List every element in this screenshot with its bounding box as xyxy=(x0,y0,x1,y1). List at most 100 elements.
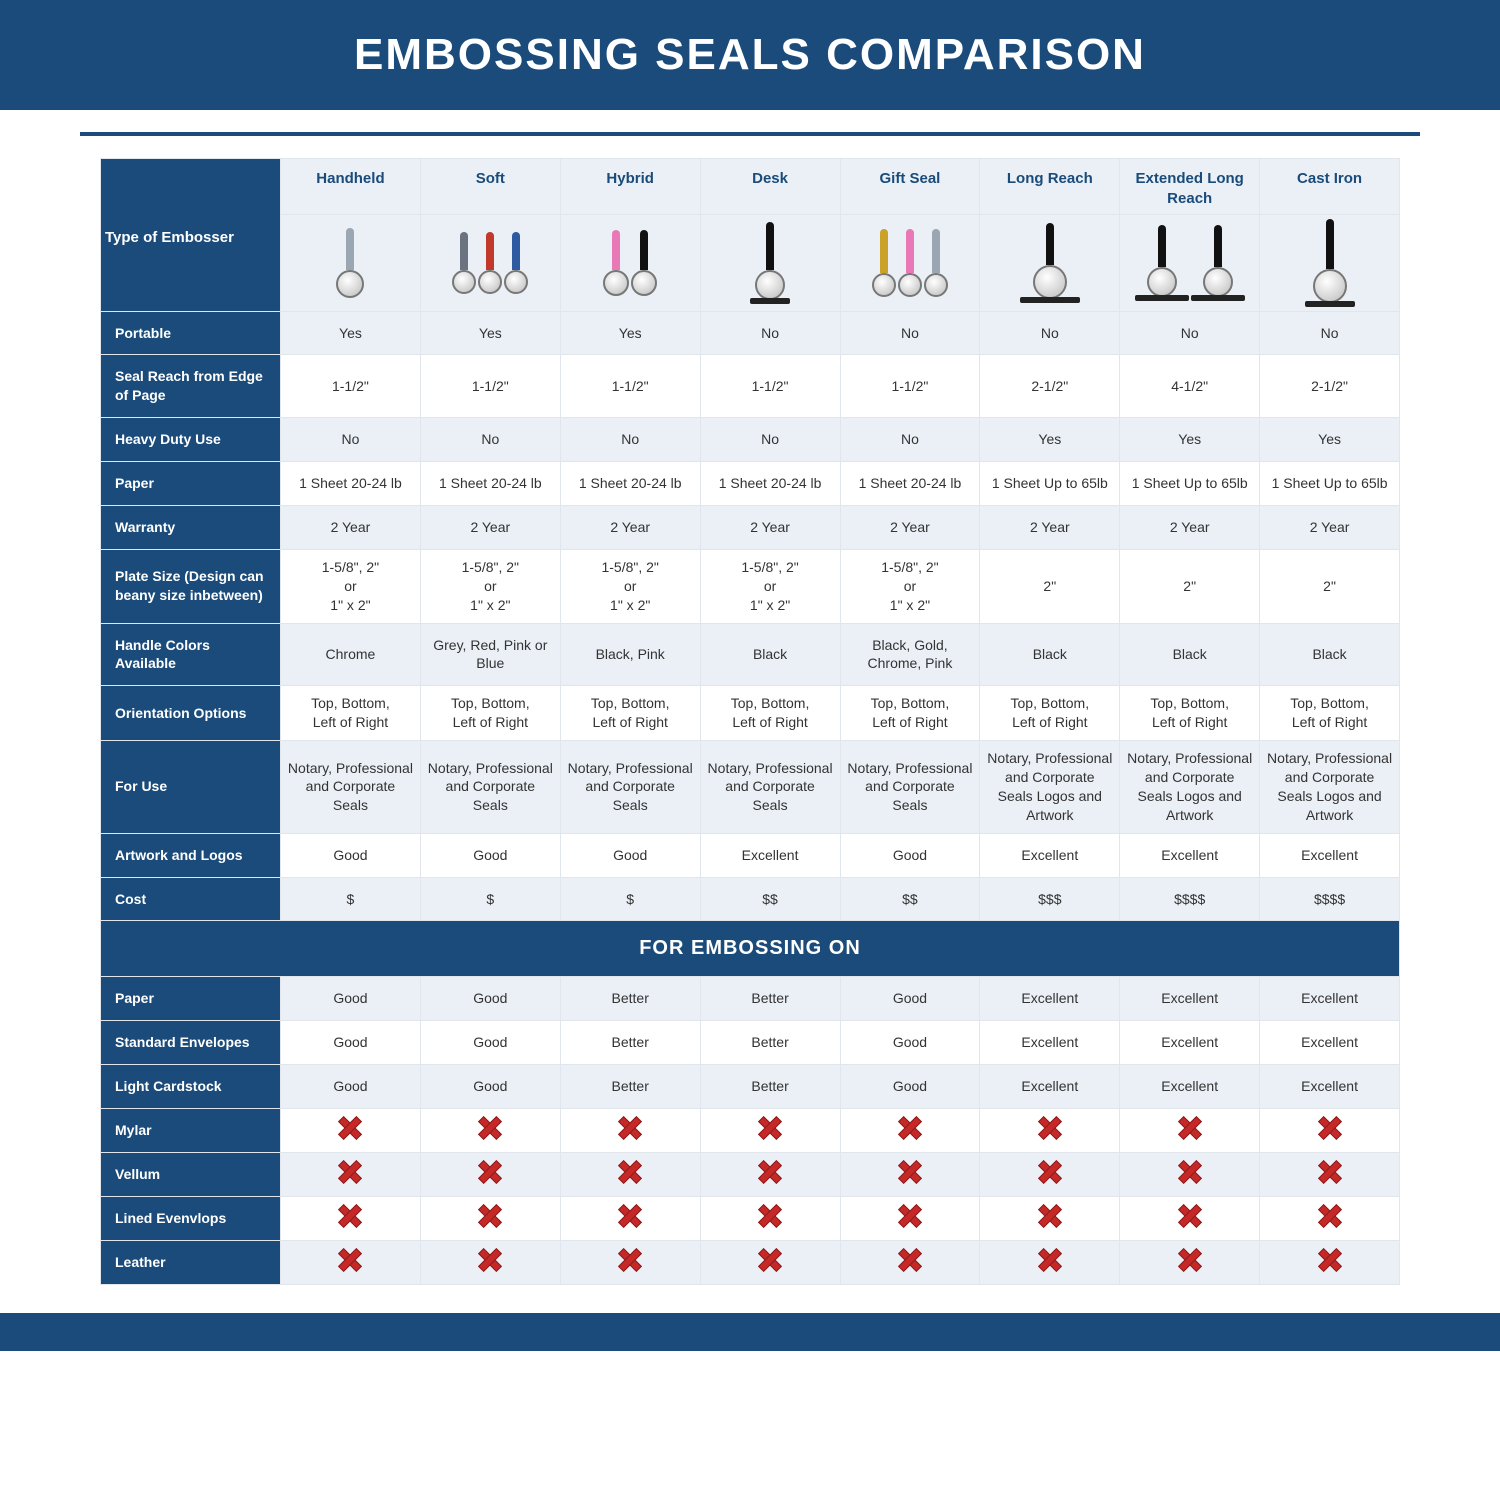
x-mark-icon xyxy=(1179,1117,1201,1139)
x-mark-icon xyxy=(759,1249,781,1271)
table-cell: Better xyxy=(700,1065,840,1109)
table-cell: Good xyxy=(420,833,560,877)
table-header-row: Type of EmbosserHandheldSoftHybridDeskGi… xyxy=(101,159,1400,215)
column-header: Hybrid xyxy=(560,159,700,215)
page-title: EMBOSSING SEALS COMPARISON xyxy=(354,30,1146,80)
table-cell: Good xyxy=(281,1065,421,1109)
column-header: Gift Seal xyxy=(840,159,980,215)
table-cell: Excellent xyxy=(1120,1021,1260,1065)
table-cell: No xyxy=(281,418,421,462)
table-cell: Yes xyxy=(980,418,1120,462)
product-image-cell xyxy=(700,214,840,311)
table-cell: Good xyxy=(420,1065,560,1109)
table-cell xyxy=(700,1109,840,1153)
x-mark-icon xyxy=(619,1249,641,1271)
table-cell: 1 Sheet 20-24 lb xyxy=(420,462,560,506)
table-cell: 1-5/8", 2"or1" x 2" xyxy=(840,549,980,623)
product-image-cell xyxy=(560,214,700,311)
x-mark-icon xyxy=(1039,1249,1061,1271)
column-header: Desk xyxy=(700,159,840,215)
table-cell: No xyxy=(840,418,980,462)
product-image-cell xyxy=(1120,214,1260,311)
table-cell: $$$ xyxy=(980,877,1120,921)
table-cell: $$$$ xyxy=(1120,877,1260,921)
table-cell: Good xyxy=(420,977,560,1021)
table-cell xyxy=(281,1109,421,1153)
row-label: Paper xyxy=(101,977,281,1021)
embosser-icon xyxy=(452,232,528,294)
table-cell: Notary, Professional and Corporate Seals xyxy=(560,741,700,834)
row-label: Portable xyxy=(101,311,281,355)
table-cell: Good xyxy=(420,1021,560,1065)
comparison-table-wrap: Type of EmbosserHandheldSoftHybridDeskGi… xyxy=(0,158,1500,1285)
table-cell: 2 Year xyxy=(420,505,560,549)
table-cell: $$ xyxy=(700,877,840,921)
product-image-row xyxy=(101,214,1400,311)
x-mark-icon xyxy=(1319,1161,1341,1183)
row-label: Heavy Duty Use xyxy=(101,418,281,462)
table-cell: Black, Gold, Chrome, Pink xyxy=(840,623,980,686)
x-mark-icon xyxy=(339,1161,361,1183)
x-mark-icon xyxy=(479,1205,501,1227)
table-cell: Top, Bottom,Left of Right xyxy=(700,686,840,741)
rowhead-type: Type of Embosser xyxy=(101,159,281,312)
x-mark-icon xyxy=(1179,1205,1201,1227)
table-cell: Notary, Professional and Corporate Seals… xyxy=(1120,741,1260,834)
table-cell xyxy=(1120,1240,1260,1284)
table-cell: Top, Bottom,Left of Right xyxy=(1120,686,1260,741)
table-cell: No xyxy=(840,311,980,355)
x-mark-icon xyxy=(899,1161,921,1183)
x-mark-icon xyxy=(1179,1161,1201,1183)
embosser-icon xyxy=(603,230,657,296)
table-cell: Black xyxy=(700,623,840,686)
table-cell: Yes xyxy=(281,311,421,355)
x-mark-icon xyxy=(479,1161,501,1183)
divider-wrap xyxy=(0,110,1500,158)
table-row: Artwork and LogosGoodGoodGoodExcellentGo… xyxy=(101,833,1400,877)
section-banner: FOR EMBOSSING ON xyxy=(101,921,1400,977)
row-label: Light Cardstock xyxy=(101,1065,281,1109)
table-cell: No xyxy=(420,418,560,462)
x-mark-icon xyxy=(1319,1249,1341,1271)
table-cell xyxy=(281,1152,421,1196)
table-cell xyxy=(840,1109,980,1153)
table-cell: Black, Pink xyxy=(560,623,700,686)
table-cell: 2 Year xyxy=(281,505,421,549)
table-cell: 4-1/2" xyxy=(1120,355,1260,418)
product-image-cell xyxy=(420,214,560,311)
table-cell: Notary, Professional and Corporate Seals xyxy=(700,741,840,834)
embosser-icon xyxy=(1020,223,1080,303)
table-cell: Excellent xyxy=(980,1021,1120,1065)
table-cell: No xyxy=(1260,311,1400,355)
table-cell: Yes xyxy=(420,311,560,355)
table-cell: 1 Sheet Up to 65lb xyxy=(1260,462,1400,506)
table-cell: $ xyxy=(281,877,421,921)
table-cell: No xyxy=(560,418,700,462)
table-cell xyxy=(980,1196,1120,1240)
x-mark-icon xyxy=(1179,1249,1201,1271)
table-cell: 1-1/2" xyxy=(700,355,840,418)
table-cell: Excellent xyxy=(980,1065,1120,1109)
table-cell: Excellent xyxy=(980,833,1120,877)
table-cell xyxy=(980,1109,1120,1153)
table-row: Cost$$$$$$$$$$$$$$$$$$ xyxy=(101,877,1400,921)
x-mark-icon xyxy=(1039,1161,1061,1183)
table-cell xyxy=(560,1109,700,1153)
table-cell xyxy=(980,1152,1120,1196)
table-row: Lined Evenvlops xyxy=(101,1196,1400,1240)
table-cell: Good xyxy=(840,833,980,877)
x-mark-icon xyxy=(1039,1205,1061,1227)
x-mark-icon xyxy=(1319,1205,1341,1227)
table-cell: $$$$ xyxy=(1260,877,1400,921)
table-cell: Excellent xyxy=(1120,977,1260,1021)
column-header: Soft xyxy=(420,159,560,215)
table-row: Leather xyxy=(101,1240,1400,1284)
column-header: Cast Iron xyxy=(1260,159,1400,215)
table-cell: Grey, Red, Pink or Blue xyxy=(420,623,560,686)
table-cell: Excellent xyxy=(700,833,840,877)
table-row: Heavy Duty UseNoNoNoNoNoYesYesYes xyxy=(101,418,1400,462)
table-cell: 1-5/8", 2"or1" x 2" xyxy=(560,549,700,623)
embosser-icon xyxy=(872,229,948,297)
table-cell: Top, Bottom,Left of Right xyxy=(840,686,980,741)
embosser-icon xyxy=(336,228,364,298)
